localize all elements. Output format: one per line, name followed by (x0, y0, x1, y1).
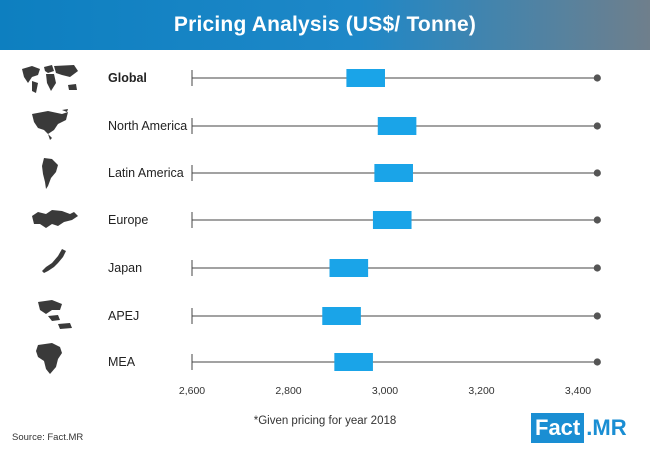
row-europe (191, 211, 601, 229)
whisker-end-dot (593, 216, 601, 224)
chart-header: Pricing Analysis (US$/ Tonne) (0, 0, 650, 50)
price-box (377, 117, 417, 135)
world-map-icon (22, 65, 78, 93)
row-label-europe: Europe (108, 213, 149, 227)
whisker-end-dot (593, 122, 601, 130)
latin-america-map-icon (42, 158, 58, 189)
row-label-mea: MEA (108, 355, 136, 369)
x-tick-label: 3,000 (372, 385, 398, 397)
whisker-end-dot (593, 264, 601, 272)
chart-title: Pricing Analysis (US$/ Tonne) (173, 13, 477, 36)
row-latin-america (191, 164, 601, 182)
row-label-apej: APEJ (108, 309, 140, 323)
price-box (322, 307, 361, 325)
row-label-latin-america: Latin America (108, 166, 184, 180)
whisker-end-dot (593, 169, 601, 177)
x-tick-label: 2,600 (179, 385, 205, 397)
row-label-japan: Japan (108, 261, 143, 275)
japan-map-icon (42, 249, 66, 273)
row-japan (191, 259, 601, 277)
logo-fact: Fact (531, 413, 585, 443)
row-apej (191, 307, 601, 325)
price-box (334, 353, 373, 371)
row-north-america (191, 117, 601, 135)
row-label-global: Global (108, 71, 147, 85)
whisker-end-dot (593, 358, 601, 366)
x-tick-label: 3,200 (468, 385, 494, 397)
row-label-north-america: North America (108, 119, 188, 133)
x-tick-label: 3,400 (565, 385, 591, 397)
apej-map-icon (38, 300, 72, 329)
price-box (374, 164, 413, 182)
x-tick-label: 2,800 (275, 385, 301, 397)
row-global (191, 69, 601, 87)
whisker-end-dot (593, 312, 601, 320)
fact-mr-logo: Fact .MR (531, 412, 641, 444)
price-box (372, 211, 412, 229)
whisker-end-dot (593, 74, 601, 82)
logo-mr: .MR (586, 415, 627, 440)
mea-map-icon (36, 343, 62, 374)
source-note: Source: Fact.MR (12, 432, 84, 443)
north-america-map-icon (32, 109, 68, 140)
footnote: *Given pricing for year 2018 (253, 415, 397, 427)
row-mea (191, 353, 601, 371)
europe-map-icon (32, 210, 78, 228)
price-box (346, 69, 385, 87)
price-box (329, 259, 369, 277)
